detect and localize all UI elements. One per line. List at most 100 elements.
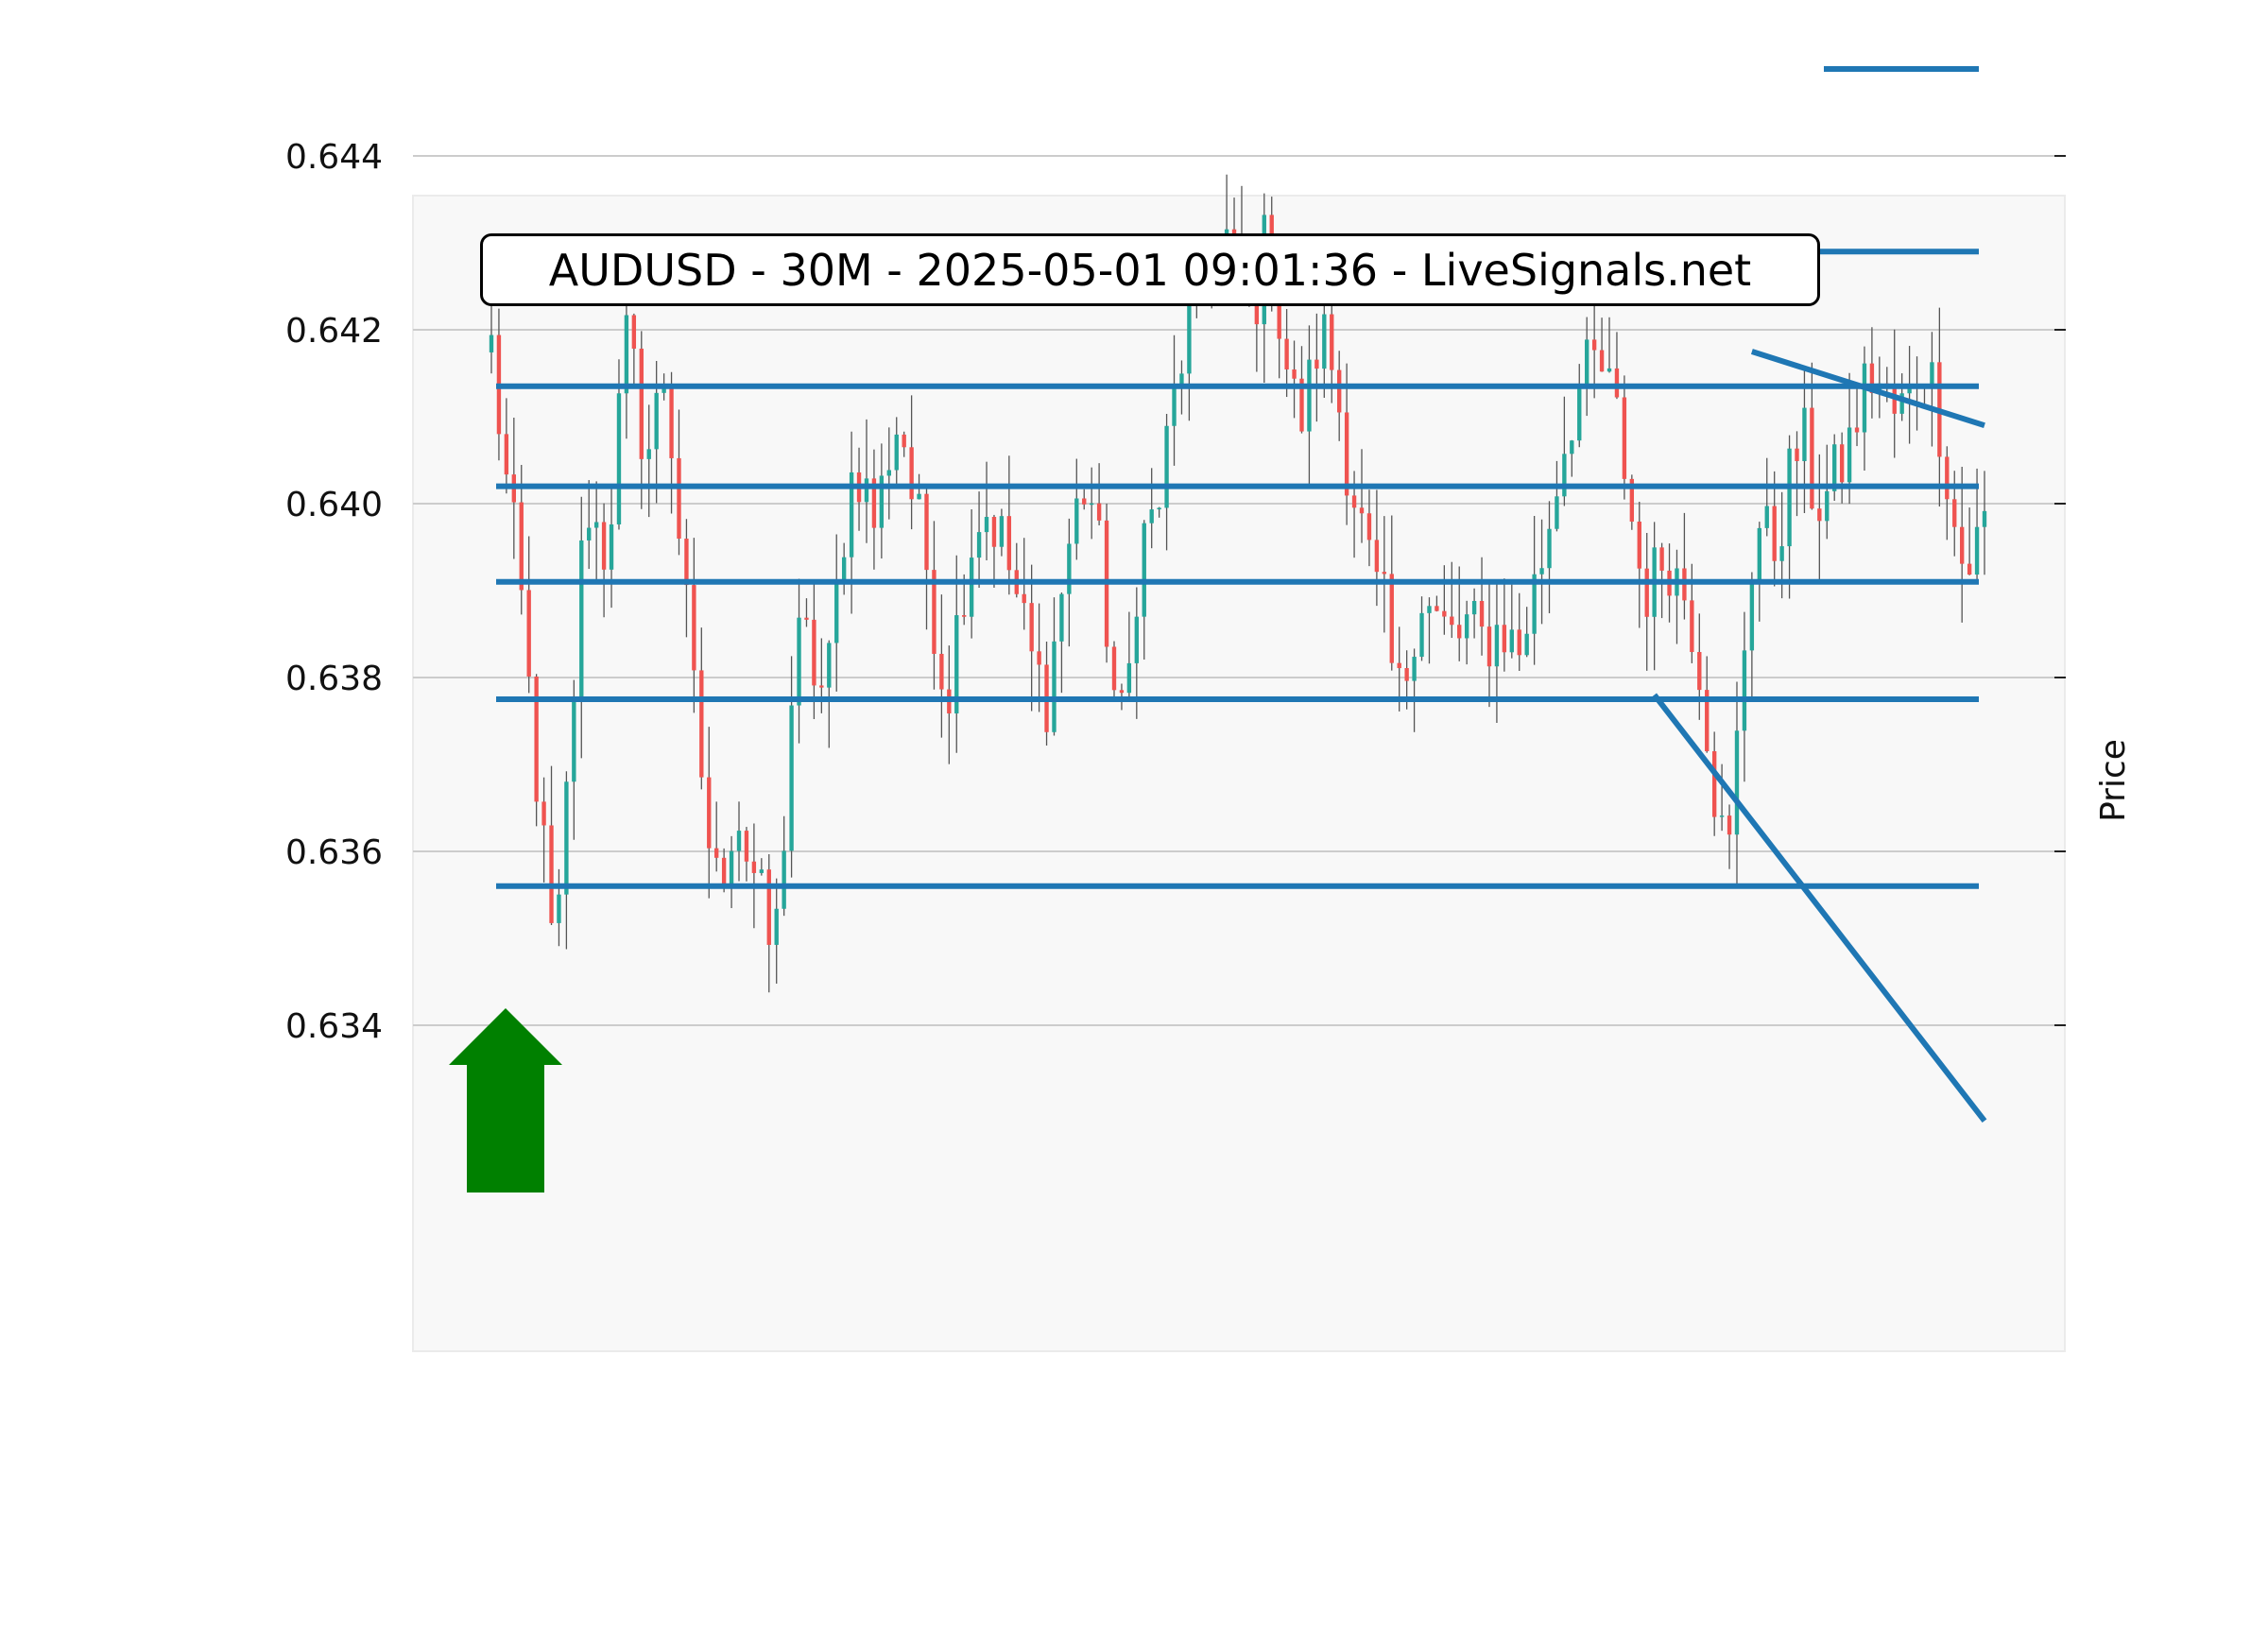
candle-body [744,831,749,862]
y-axis-label: Price [2094,739,2133,822]
candle-body [999,516,1005,547]
candle-body [1314,359,1319,369]
candle-body [1450,616,1454,626]
candle-body [534,676,539,802]
candle-body [1772,506,1777,561]
candle-body [924,493,929,571]
candle-body [1802,407,1807,461]
candle-body [1351,495,1357,508]
candle-body [1517,629,1521,656]
candle-body [939,653,944,690]
candle-body [954,615,959,714]
candle-body [1502,625,1507,653]
candle-body [684,539,689,586]
candle-body [1606,368,1612,372]
candle-body [639,348,644,459]
candle-body [1412,657,1417,681]
candle-body [1052,641,1057,732]
candle-body [1119,690,1125,694]
candle-body [1419,612,1424,658]
candle-body [782,850,786,909]
candle-body [1435,606,1439,611]
candle-body [714,848,719,858]
candle-body [1795,448,1799,461]
candle-body [1022,593,1026,604]
candle-body [1442,610,1447,617]
candle-body [1509,629,1514,653]
candle-body [1959,526,1965,564]
candle-body [1711,751,1717,817]
candle-body [1359,507,1365,514]
candle-body [1577,386,1582,441]
candle-body [1742,650,1747,731]
candle-body [1096,503,1102,521]
candle-body [669,386,674,458]
candle-body [646,449,651,459]
candle-body [984,517,989,533]
candle-body [1719,815,1725,817]
candle-body [1029,603,1034,652]
candle-body [1006,516,1012,571]
candle-body [729,850,734,887]
candle-body [1366,513,1372,540]
candle-body [864,478,869,503]
candle-body [1787,448,1792,547]
candle-body [1322,314,1327,369]
candle-body [1037,651,1041,665]
candle-body [976,532,982,558]
candle-body [1486,626,1492,667]
candle-body [1299,378,1304,432]
candle-body [1555,496,1559,529]
candle-body [1382,572,1387,575]
candle-body [751,861,757,873]
candle-body [766,869,771,945]
candle-body [519,502,524,591]
y-axis: 0.634 0.636 0.638 0.640 0.642 0.644 [285,138,2066,1046]
candle-body [526,590,531,677]
candle-body [1622,397,1627,479]
candle-body [662,386,666,393]
candle-body [1869,363,1875,393]
candle-body [1825,490,1830,522]
candle-body [1967,563,1972,575]
candle-body [1389,574,1394,663]
candle-body [886,470,891,476]
candle-body [1570,440,1574,455]
candle-body [841,557,847,583]
candle-body [1892,386,1897,414]
candle-body [1374,540,1380,573]
candle-body [736,831,742,851]
candle-body [827,643,832,688]
candle-body [1779,546,1784,561]
candle-body [557,894,561,923]
candle-body [1757,527,1761,582]
candle-body [699,670,704,778]
candle-body [1231,229,1237,235]
candle-body [1330,314,1334,370]
candle-body [969,558,974,617]
chart-title: AUDUSD - 30M - 2025-05-01 09:01:36 - Liv… [480,233,1820,306]
candle-body [1637,522,1641,569]
candle-body [932,570,936,654]
candle-body [1727,815,1732,835]
candle-body [677,457,681,540]
candle-body [1172,385,1177,426]
candle-body [1397,662,1401,669]
candle-body [624,315,629,394]
candle-body [1277,305,1281,339]
buy-signal-arrow-icon [449,1008,562,1192]
candle-body [1074,498,1079,544]
candle-body [579,540,584,698]
candle-body [917,493,921,500]
candle-body [1089,503,1094,506]
candle-body [797,617,801,706]
candle-body [871,478,877,528]
candle-body [1149,509,1154,523]
candle-body [1134,616,1139,663]
candle-body [789,705,794,851]
candle-body [1629,478,1635,523]
candle-body [1337,369,1342,413]
candle-body [849,472,854,558]
candle-body [1532,574,1537,634]
candle-body [1562,454,1567,497]
